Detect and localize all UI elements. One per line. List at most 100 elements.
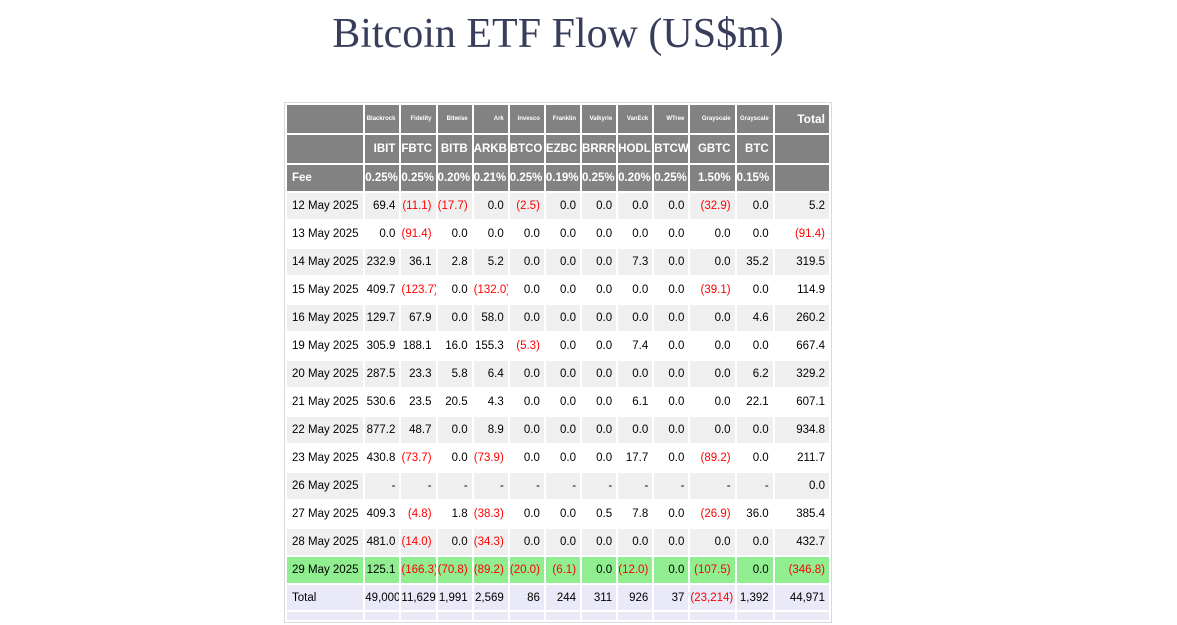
ticker-cell: BTCO <box>509 135 544 163</box>
flow-value-cell: 0.0 <box>690 389 735 415</box>
flow-value-cell: 0.0 <box>654 333 689 359</box>
ticker-cell: FBTC <box>401 135 436 163</box>
table-header: Blackrock Fidelity Bitwise Ark Invesco Frankl… <box>287 105 829 191</box>
content-area: Bitcoin ETF Flow (US$m) Blackrock Fidelit… <box>284 0 832 623</box>
fee-cell: 0.25% <box>401 165 436 191</box>
flow-value-cell: 0.0 <box>582 361 617 387</box>
flow-value-cell: - <box>365 473 400 499</box>
flow-value-cell: 69.4 <box>365 193 400 219</box>
flow-value-cell: (12.0) <box>618 557 653 583</box>
ticker-total-cell <box>774 135 829 163</box>
total-value-cell: 37 <box>654 585 689 610</box>
row-total-cell: 934.8 <box>774 417 829 443</box>
ticker-cell: BTCW <box>654 135 689 163</box>
flow-value-cell: (89.2) <box>473 557 508 583</box>
flow-value-cell: (39.1) <box>690 277 735 303</box>
flow-value-cell: 0.0 <box>618 417 653 443</box>
flow-value-cell: 0.0 <box>736 445 773 471</box>
corner-cell <box>287 105 364 133</box>
flow-value-cell: - <box>473 473 508 499</box>
fee-cell: 0.20% <box>618 165 653 191</box>
table-row: 15 May 2025 409.7 (123.7) 0.0 (132.0) 0.0 0.0 0… <box>287 277 829 303</box>
flow-value-cell: 0.0 <box>545 333 581 359</box>
table-row: 23 May 2025 430.8 (73.7) 0.0 (73.9) 0.0 0.0 0.0… <box>287 445 829 471</box>
flow-value-cell: 35.2 <box>736 249 773 275</box>
partial-cell <box>582 612 617 620</box>
flow-value-cell: 0.0 <box>582 389 617 415</box>
row-total-cell: 329.2 <box>774 361 829 387</box>
row-total-cell: 211.7 <box>774 445 829 471</box>
flow-value-cell: 0.5 <box>582 501 617 527</box>
flow-value-cell: (107.5) <box>690 557 735 583</box>
flow-value-cell: 0.0 <box>509 361 544 387</box>
flow-value-cell: - <box>401 473 436 499</box>
flow-value-cell: 0.0 <box>654 249 689 275</box>
date-cell: 20 May 2025 <box>287 361 364 387</box>
issuer-cell: Franklin <box>545 105 581 133</box>
flow-value-cell: (17.7) <box>437 193 472 219</box>
flow-value-cell: 7.8 <box>618 501 653 527</box>
fee-cell: 0.20% <box>437 165 472 191</box>
date-cell: 12 May 2025 <box>287 193 364 219</box>
total-value-cell: 311 <box>582 585 617 610</box>
flow-value-cell: (70.8) <box>437 557 472 583</box>
flow-value-cell: 0.0 <box>545 305 581 331</box>
date-cell: 27 May 2025 <box>287 501 364 527</box>
flow-value-cell: 0.0 <box>736 333 773 359</box>
issuer-header-row: Blackrock Fidelity Bitwise Ark Invesco Frankl… <box>287 105 829 133</box>
flow-value-cell: 0.0 <box>690 417 735 443</box>
flow-value-cell: 0.0 <box>509 249 544 275</box>
flow-value-cell: 0.0 <box>618 305 653 331</box>
date-cell: 26 May 2025 <box>287 473 364 499</box>
flow-value-cell: 0.0 <box>690 333 735 359</box>
total-value-cell: 2,569 <box>473 585 508 610</box>
partial-cell <box>437 612 472 620</box>
ticker-cell: BITB <box>437 135 472 163</box>
total-value-cell: 1,392 <box>736 585 773 610</box>
issuer-cell: VanEck <box>618 105 653 133</box>
flow-value-cell: (38.3) <box>473 501 508 527</box>
row-total-cell: 667.4 <box>774 333 829 359</box>
flow-value-cell: 0.0 <box>509 417 544 443</box>
row-total-cell: (91.4) <box>774 221 829 247</box>
flow-value-cell: (73.7) <box>401 445 436 471</box>
flow-value-cell: 4.6 <box>736 305 773 331</box>
flow-value-cell: 0.0 <box>509 389 544 415</box>
date-cell: 23 May 2025 <box>287 445 364 471</box>
date-cell: 13 May 2025 <box>287 221 364 247</box>
total-value-cell: 926 <box>618 585 653 610</box>
flow-value-cell: 0.0 <box>654 417 689 443</box>
flow-value-cell: 7.4 <box>618 333 653 359</box>
flow-value-cell: 188.1 <box>401 333 436 359</box>
flow-value-cell: 0.0 <box>437 221 472 247</box>
flow-value-cell: 0.0 <box>582 221 617 247</box>
flow-value-cell: 0.0 <box>545 417 581 443</box>
issuer-cell: Grayscale <box>736 105 773 133</box>
ticker-label-cell <box>287 135 364 163</box>
flow-value-cell: 1.8 <box>437 501 472 527</box>
flow-value-cell: 0.0 <box>654 277 689 303</box>
total-value-cell: 1,991 <box>437 585 472 610</box>
flow-value-cell: 0.0 <box>437 529 472 555</box>
flow-value-cell: 155.3 <box>473 333 508 359</box>
flow-value-cell: 0.0 <box>690 529 735 555</box>
flow-value-cell: 0.0 <box>618 361 653 387</box>
total-label-cell: Total <box>287 585 364 610</box>
table-row: 12 May 2025 69.4 (11.1) (17.7) 0.0 (2.5) 0.0 0.… <box>287 193 829 219</box>
partial-cell <box>365 612 400 620</box>
fee-cell: 1.50% <box>690 165 735 191</box>
flow-value-cell: 8.9 <box>473 417 508 443</box>
ticker-cell: GBTC <box>690 135 735 163</box>
flow-value-cell: 36.1 <box>401 249 436 275</box>
flow-value-cell: 17.7 <box>618 445 653 471</box>
flow-value-cell: 481.0 <box>365 529 400 555</box>
issuer-cell: Ark <box>473 105 508 133</box>
flow-value-cell: 287.5 <box>365 361 400 387</box>
flow-value-cell: 0.0 <box>582 417 617 443</box>
flow-value-cell: 0.0 <box>545 221 581 247</box>
flow-value-cell: - <box>582 473 617 499</box>
flow-value-cell: (34.3) <box>473 529 508 555</box>
partial-cell <box>509 612 544 620</box>
row-total-cell: 385.4 <box>774 501 829 527</box>
